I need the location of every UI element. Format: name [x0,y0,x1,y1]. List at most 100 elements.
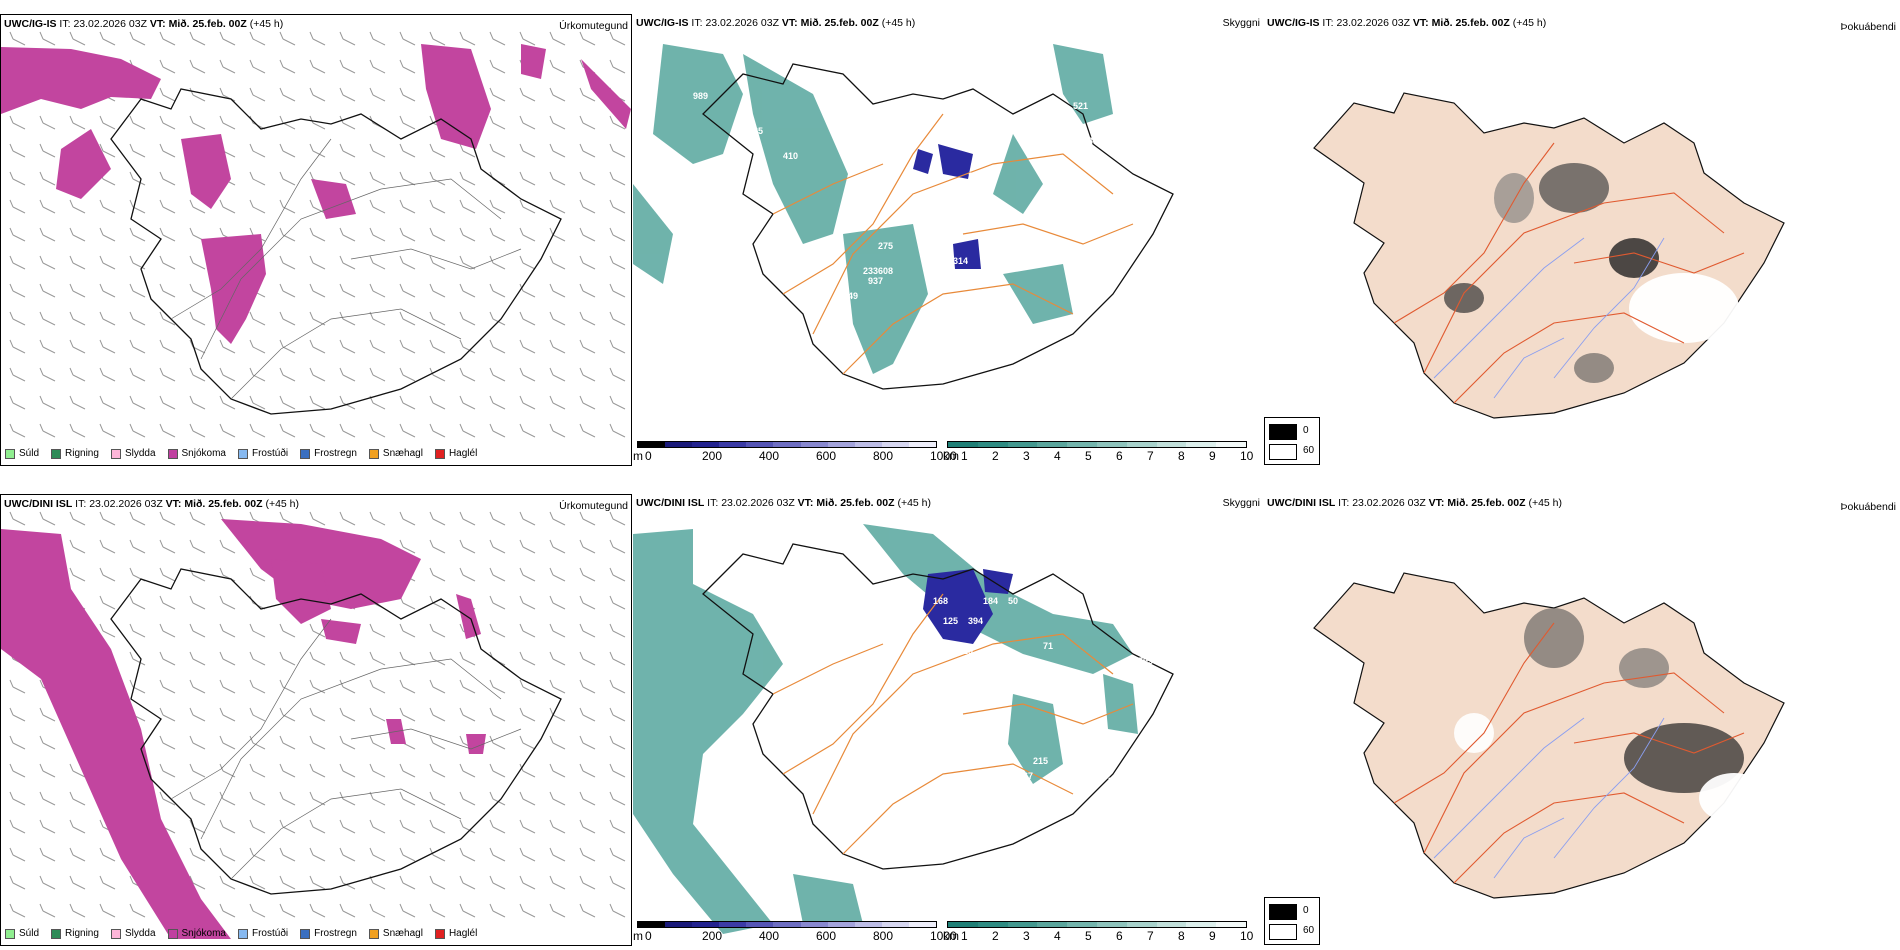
wind-barb [579,819,596,834]
wind-barb [39,875,56,890]
legend-item: Snæhagl [368,448,423,459]
low-ceiling-areas [913,144,981,269]
wind-barb [39,511,56,526]
colorbar-tick: 3 [1023,449,1030,463]
wind-barb [459,31,476,46]
wind-barb [399,539,416,554]
wind-barb [129,539,146,554]
panel-type-label: Úrkomutegund [559,20,628,32]
wind-barb [519,539,536,554]
ceiling-label: 275 [878,241,893,251]
wind-barb [369,847,386,862]
legend-item: Haglél [434,448,478,459]
legend-item: Súld [5,928,39,939]
fog-area [1053,44,1113,124]
snow-area [581,59,631,129]
wind-barb [279,763,296,778]
wind-barb [339,171,356,186]
colorbar-tick: 800 [873,929,894,943]
wind-barb [279,903,296,918]
wind-barb [399,679,416,694]
wind-barb [369,651,386,666]
legend-label: Frostúði [251,928,289,939]
legend-item: Snjókoma [167,928,226,939]
colorbar-cell [638,442,666,447]
wind-barb [99,847,116,862]
wind-barb [129,199,146,214]
wind-barb [399,847,416,862]
legend-swatch [434,448,445,459]
wind-barb [39,395,56,410]
wind-barb [369,903,386,918]
wind-barb [339,511,356,526]
legend-item: Snjókoma [167,448,226,459]
wind-barb [39,143,56,158]
colorbar-cell [1007,922,1038,927]
wind-barb [249,735,266,750]
wind-barb [399,651,416,666]
wind-barb [189,31,206,46]
wind-barb [249,59,266,74]
wind-barb [429,311,446,326]
wind-barb [489,283,506,298]
wind-barb [459,171,476,186]
wind-barb [279,623,296,638]
wind-barb [489,31,506,46]
wind-barb [549,255,566,270]
wind-barb [609,283,626,298]
wind-barb [189,875,206,890]
wind-barb [189,199,206,214]
legend-item: Slydda [110,928,156,939]
wind-barb [99,115,116,130]
wind-barb [129,395,146,410]
road-network [170,618,522,880]
wind-barb [549,847,566,862]
wind-barb [429,651,446,666]
wind-barb [99,311,116,326]
wind-barb [279,199,296,214]
panel-header: UWC/IG-IS IT: 23.02.2026 03Z VT: Mið. 25… [636,17,916,29]
wind-barb [189,735,206,750]
wind-barb [279,651,296,666]
iceland-coastline [110,568,562,895]
colorbar-cell [854,922,882,927]
colorbar-tick: 1 [961,929,968,943]
wind-barb [279,395,296,410]
wind-barb [279,87,296,102]
wind-barb [39,903,56,918]
wind-barb [189,847,206,862]
wind-barb [609,311,626,326]
legend-swatch [110,928,121,939]
legend-label: Haglél [448,448,478,459]
wind-barb [549,171,566,186]
wind-barb [549,87,566,102]
wind-barb [519,199,536,214]
wind-barb [489,735,506,750]
wind-barb [429,595,446,610]
wind-barb [339,819,356,834]
wind-barb [579,707,596,722]
wind-barb [369,511,386,526]
ceiling-label: 233 [863,266,878,276]
wind-barb [519,255,536,270]
wind-barb [159,283,176,298]
wind-barb [9,511,26,526]
precip-legend: Súld Rigning Slydda Snjókoma Frostúði Frostre… [5,928,489,939]
fog-key: 0 60 [1264,417,1320,465]
wind-barb [39,283,56,298]
wind-barb [339,311,356,326]
wind-barb [399,595,416,610]
visibility-colorbar: km 1 2 3 4 5 6 7 8 9 10 [943,921,1263,946]
wind-barb [39,367,56,382]
wind-barb [369,171,386,186]
ceiling-area [938,144,973,179]
wind-barb [99,595,116,610]
wind-barb [549,623,566,638]
legend-label: Frostregn [314,928,357,939]
wind-barb [579,763,596,778]
colorbar-cell [1007,442,1038,447]
wind-barb [459,199,476,214]
wind-barb [249,143,266,158]
wind-barb [9,791,26,806]
wind-barb [279,423,296,438]
